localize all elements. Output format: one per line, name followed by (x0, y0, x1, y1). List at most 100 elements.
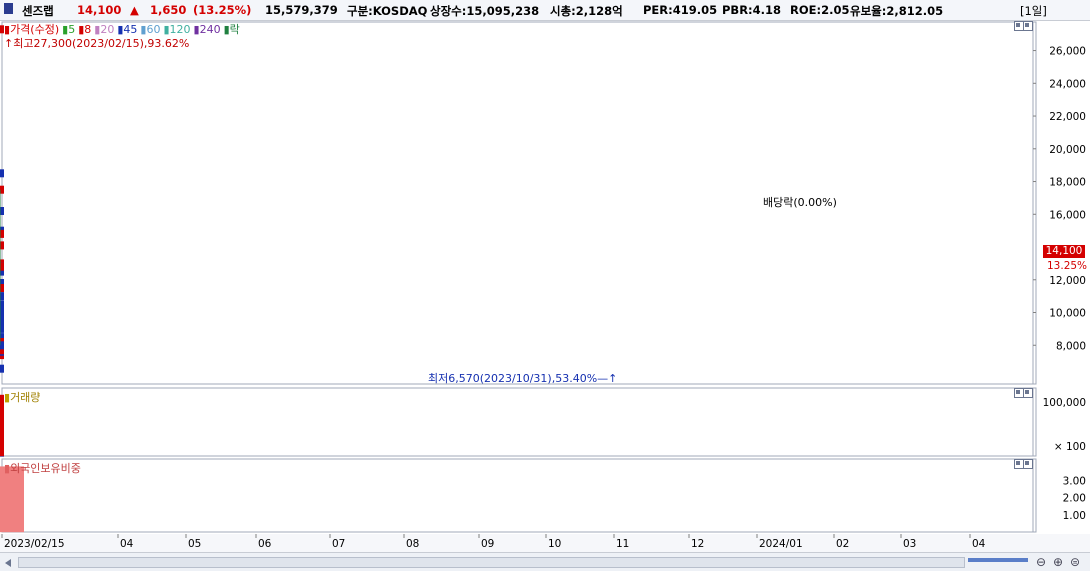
volume-tick-label: 100,000 (1043, 397, 1086, 409)
axes: 26,000 24,000 22,000 20,000 18,000 16,000 12,0… (1, 46, 1086, 550)
zoom-reset-icon[interactable]: ⊜ (1070, 555, 1081, 569)
x-tick-label: 11 (616, 538, 629, 550)
price-tick-label: 26,000 (1049, 46, 1086, 58)
change-arrow-icon: ▲ (130, 3, 139, 17)
stock-name: 센즈랩 (22, 4, 54, 18)
price-point (0, 318, 4, 327)
foreign-pane-frame (1, 458, 1037, 533)
volume-tick-label: × 100 (1054, 441, 1086, 453)
x-tick-label: 12 (691, 538, 704, 550)
scroll-left-icon[interactable] (4, 557, 12, 567)
legend-swatch: ▮ (140, 23, 147, 36)
high-arrow-icon: ↑ (4, 37, 14, 50)
price-point (0, 169, 4, 178)
price-tick-label: 10,000 (1049, 308, 1086, 320)
price-tick-label: 18,000 (1049, 177, 1086, 189)
price-change-pct: (13.25%) (193, 3, 252, 17)
zoom-slider[interactable] (968, 558, 1028, 562)
x-tick-label: 03 (903, 538, 916, 550)
price-point (0, 279, 4, 287)
zoom-out-icon[interactable]: ⊖ (1036, 555, 1047, 569)
stock-info-bar: 센즈랩 14,100 ▲ 1,650 (13.25%) 15,579,379 구… (0, 0, 1090, 21)
legend-label: 락 (229, 23, 240, 36)
x-tick-label: 04 (120, 538, 134, 550)
pbr-value: PBR:4.18 (722, 3, 782, 17)
period-button[interactable]: [1일] (1020, 4, 1047, 18)
legend-swatch: ▮ (117, 23, 124, 36)
high-price-note: ↑최고27,300(2023/02/15),93.62% (4, 37, 190, 50)
price-change: 1,650 (150, 3, 187, 17)
legend-swatch: ▮ (223, 23, 230, 36)
legend-swatch: ▮ (193, 23, 200, 36)
legend-label: 5 (68, 23, 76, 36)
price-point (0, 292, 4, 301)
price-point (0, 300, 4, 309)
foreign-tick-label: 1.00 (1063, 510, 1086, 522)
x-tick-label: 2023/02/15 (4, 538, 65, 550)
chart-scrollbar[interactable]: ⊖ ⊕ ⊜ (0, 552, 1090, 571)
legend-label: 240 (199, 23, 221, 36)
volume-close-icon[interactable] (1023, 388, 1033, 398)
stock-mark-icon (4, 3, 13, 14)
price-point (0, 229, 4, 238)
x-tick-label: 02 (836, 538, 849, 550)
per-value: PER:419.05 (643, 3, 718, 17)
legend-swatch: ▮ (78, 23, 85, 36)
legend-label: 60 (146, 23, 161, 36)
price-point (0, 346, 4, 355)
price-pane-frame (1, 21, 1037, 385)
low-price-note: 최저6,570(2023/10/31),53.40%—↑ (428, 372, 618, 385)
market-cap: 시총:2,128억 (550, 4, 623, 18)
roe-value: ROE:2.05 (790, 3, 850, 17)
low-arrow-icon: —↑ (597, 372, 618, 385)
price-tick-label: 22,000 (1049, 111, 1086, 123)
volume-pane-frame (1, 387, 1037, 457)
foreign-tick-label: 2.00 (1063, 493, 1086, 505)
x-axis-strip (0, 534, 1090, 552)
zoom-in-icon[interactable]: ⊕ (1053, 555, 1064, 569)
x-tick-label: 2024/01 (759, 538, 803, 550)
price-point (0, 267, 4, 276)
price-point (0, 284, 4, 292)
foreign-title: ▮외국인보유비중 (4, 462, 81, 475)
price-tick-label: 12,000 (1049, 275, 1086, 287)
foreign-ratio-plot (0, 466, 24, 533)
volume-bar (0, 414, 4, 456)
market-type: 구분:KOSDAQ (347, 4, 428, 18)
price-point (0, 241, 4, 250)
stock-chart: 26,000 24,000 22,000 20,000 18,000 16,000 12,0… (0, 20, 1090, 552)
price-tick-label: 8,000 (1056, 340, 1086, 352)
volume-title: ▮거래량 (4, 391, 41, 404)
price-point (0, 25, 4, 34)
reserve-ratio: 유보율:2,812.05 (850, 4, 944, 18)
price-tick-label: 20,000 (1049, 144, 1086, 156)
legend-label: 8 (84, 23, 92, 36)
price-point (0, 341, 4, 350)
legend-swatch: ▮ (4, 23, 11, 36)
x-tick-label: 08 (406, 538, 419, 550)
x-tick-label: 09 (481, 538, 494, 550)
current-price: 14,100 (77, 3, 122, 17)
legend-label: 가격(수정) (10, 23, 60, 36)
dividend-note: 배당락(0.00%) (763, 196, 837, 209)
legend-label: 45 (123, 23, 138, 36)
panel-close-icon[interactable] (1023, 21, 1033, 31)
legend-label: 20 (100, 23, 115, 36)
legend-label: 120 (169, 23, 191, 36)
foreign-tick-label: 3.00 (1063, 475, 1086, 487)
x-tick-label: 04 (972, 538, 986, 550)
x-tick-label: 05 (188, 538, 201, 550)
foreign-close-icon[interactable] (1023, 459, 1033, 469)
price-point (0, 207, 4, 215)
price-point (0, 311, 4, 320)
last-pct-tag: 13.25% (1047, 260, 1088, 272)
price-point (0, 305, 4, 314)
scroll-track[interactable] (18, 557, 965, 568)
price-legend: ▮가격(수정) ▮5 ▮8 ▮20 ▮45 ▮60 ▮120 ▮240 ▮락 (4, 21, 243, 37)
x-tick-label: 06 (258, 538, 272, 550)
price-point (0, 324, 4, 333)
volume-plot (0, 394, 4, 457)
legend-swatch: ▮ (163, 23, 170, 36)
x-tick-label: 10 (548, 538, 561, 550)
